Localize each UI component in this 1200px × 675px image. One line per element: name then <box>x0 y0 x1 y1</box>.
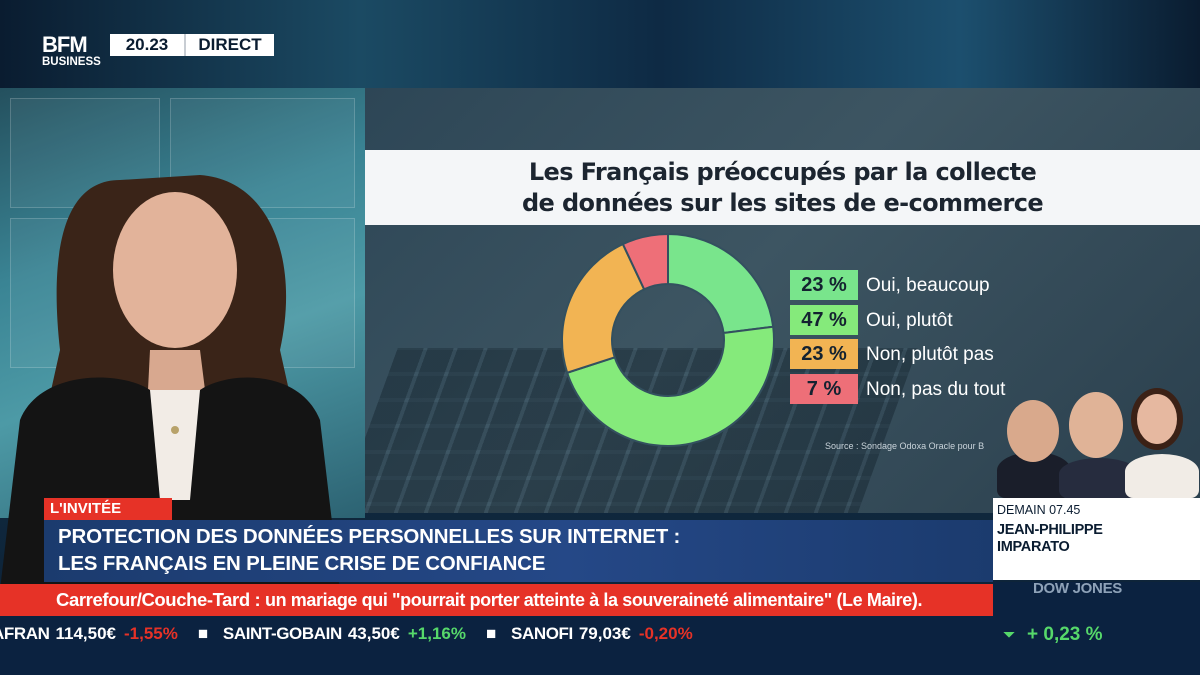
news-ticker-line: Carrefour/Couche-Tard : un mariage qui "… <box>56 584 922 616</box>
market-ticker-row: AFRAN 114,50€ -1,55% ■ SAINT-GOBAIN 43,50€ +… <box>0 622 701 646</box>
chart-title-line-2: de données sur les sites de e-commerce <box>521 188 1044 217</box>
chart-title: Les Français préoccupés par la collecte … <box>365 150 1200 225</box>
market-ticker-item: AFRAN 114,50€ -1,55% <box>0 622 178 646</box>
legend-value-badge: 7 % <box>790 373 858 404</box>
stock-change: -0,20% <box>638 624 693 643</box>
legend-label: Oui, beaucoup <box>866 275 990 296</box>
stock-name: AFRAN <box>0 624 50 643</box>
guest-tag: L'INVITÉE <box>44 498 172 520</box>
stock-change: -1,55% <box>124 624 178 643</box>
news-ticker-source: Carrefour/Couche-Tard : <box>56 589 261 610</box>
index-name: DOW JONES <box>1033 580 1122 597</box>
next-show-time: DEMAIN 07.45 <box>997 503 1081 517</box>
headline-line-1: PROTECTION DES DONNÉES PERSONNELLES SUR … <box>58 525 681 548</box>
market-ticker-item: SAINT-GOBAIN 43,50€ +1,16% <box>223 622 466 646</box>
next-show-host-line-1: JEAN-PHILIPPE <box>997 522 1103 538</box>
news-ticker: Carrefour/Couche-Tard : un mariage qui "… <box>0 584 993 616</box>
market-ticker-item: SANOFI 79,03€ -0,20% <box>511 622 693 646</box>
broadcast-clock: 20.23 <box>110 34 184 56</box>
headline-line-2: LES FRANÇAIS EN PLEINE CRISE DE CONFIANC… <box>58 552 546 575</box>
legend-value-badge: 23 % <box>790 339 858 369</box>
logo-sub: BUSINESS <box>42 56 101 68</box>
chart-source: Source : Sondage Odoxa Oracle pour B <box>825 441 985 451</box>
news-ticker-text: un mariage qui "pourrait porter atteinte… <box>265 590 923 610</box>
legend-label: Oui, plutôt <box>866 309 953 331</box>
up-arrow-icon <box>1003 626 1015 638</box>
legend-label: Non, pas du tout <box>866 378 1006 400</box>
next-show-host-line-2: IMPARATO <box>997 539 1070 555</box>
stock-name: SANOFI <box>511 624 573 643</box>
donut-chart <box>561 232 775 447</box>
stock-price: 114,50€ <box>55 624 117 643</box>
ticker-separator-icon: ■ <box>197 624 209 643</box>
channel-logo: BFM BUSINESS <box>42 34 106 74</box>
headline-banner: PROTECTION DES DONNÉES PERSONNELLES SUR … <box>44 520 993 582</box>
donut-slice <box>667 232 775 335</box>
stock-price: 43,50€ <box>347 624 400 643</box>
donut-slice <box>565 325 775 447</box>
index-box: DOW JONES + 0,23 % <box>993 580 1200 675</box>
legend-value-badge: 47 % <box>790 304 858 335</box>
market-ticker: AFRAN 114,50€ -1,55% ■ SAINT-GOBAIN 43,50€ +… <box>0 616 993 675</box>
next-show-host: JEAN-PHILIPPE IMPARATO <box>997 522 1197 556</box>
donut-slice <box>621 232 669 291</box>
next-show-hosts <box>993 380 1200 498</box>
chart-title-line-1: Les Français préoccupés par la collecte <box>528 157 1037 186</box>
logo-main: BFM <box>42 32 88 57</box>
stock-name: SAINT-GOBAIN <box>222 624 342 643</box>
legend-label: Non, plutôt pas <box>866 344 994 365</box>
ticker-separator-icon: ■ <box>485 624 497 643</box>
live-badge: DIRECT <box>184 34 274 56</box>
donut-slice <box>561 242 646 375</box>
stock-change: +1,16% <box>407 624 466 643</box>
next-show-card: DEMAIN 07.45 JEAN-PHILIPPE IMPARATO <box>993 498 1200 580</box>
legend-value-badge: 23 % <box>790 270 858 300</box>
stock-price: 79,03€ <box>578 624 631 643</box>
index-change: + 0,23 % <box>1027 624 1103 645</box>
